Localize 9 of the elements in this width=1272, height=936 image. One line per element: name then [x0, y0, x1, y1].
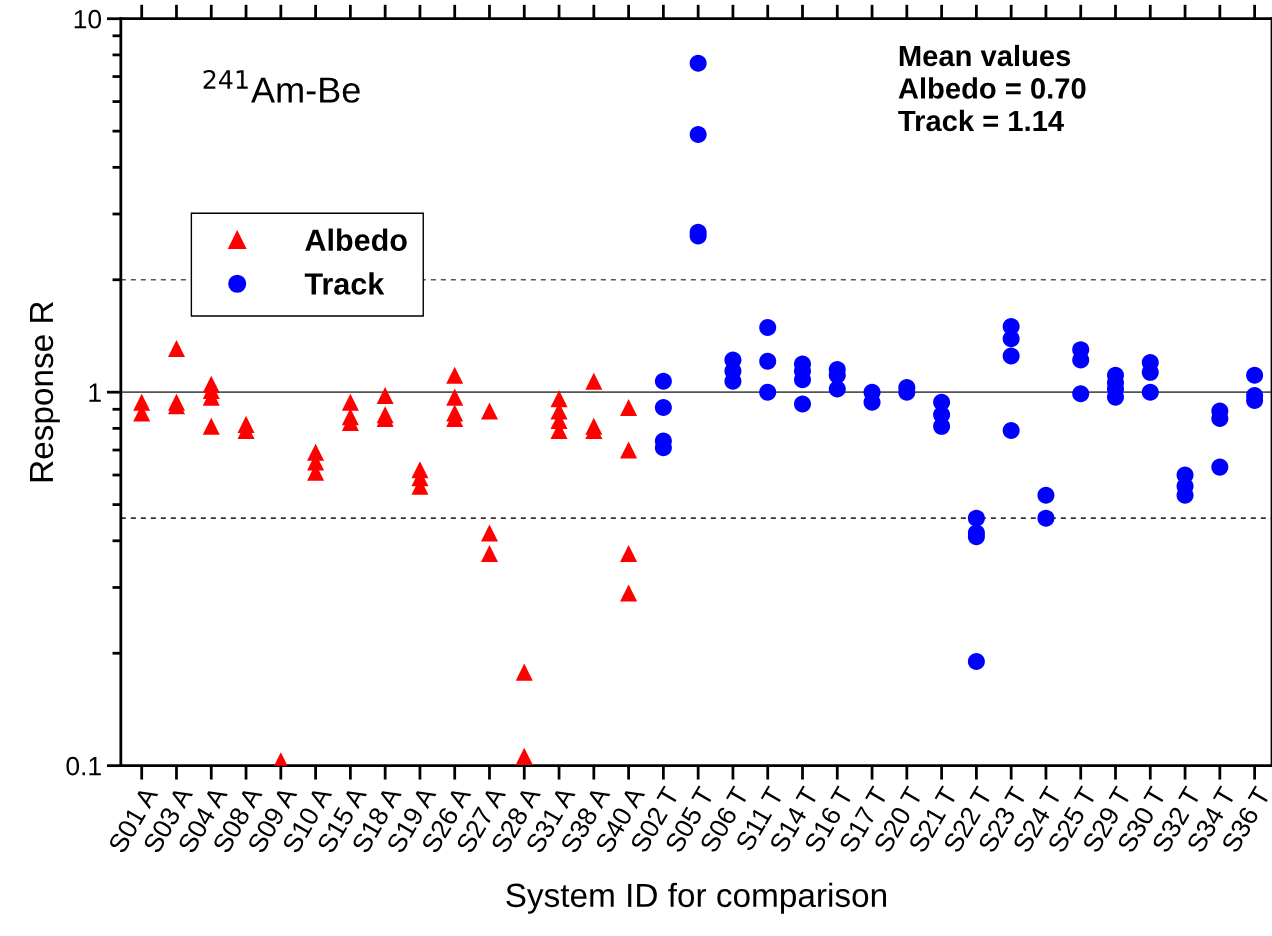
annotation: Mean values Albedo = 0.70 Track = 1.14 — [898, 44, 1086, 132]
y-tick-label: 10 — [74, 9, 102, 29]
x-axis-title: System ID for comparison — [506, 882, 886, 914]
y-tick-label: 1 — [89, 383, 101, 402]
y-tick-label: 0.1 — [66, 756, 101, 776]
legend-label: Albedo — [305, 228, 407, 251]
y-axis-title: Response R — [30, 302, 60, 482]
legend-label: Track — [304, 272, 385, 295]
annotation: $^{241}$Am-Be — [203, 69, 360, 103]
